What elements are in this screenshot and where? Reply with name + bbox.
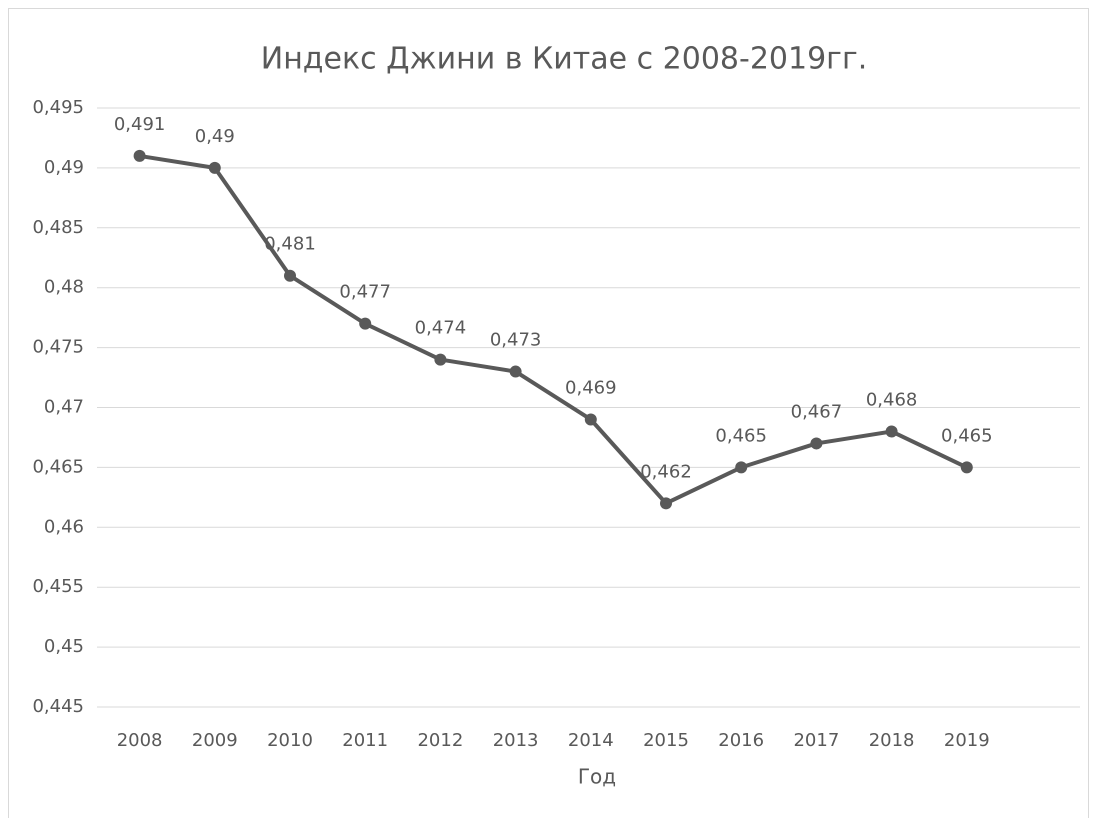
data-label: 0,491	[114, 114, 166, 135]
data-label: 0,477	[339, 282, 391, 303]
data-point	[359, 317, 372, 330]
data-point	[584, 413, 597, 426]
y-tick-label: 0,48	[44, 277, 84, 298]
y-tick-label: 0,49	[44, 157, 84, 178]
x-tick-label: 2013	[493, 730, 539, 751]
x-tick-label: 2010	[267, 730, 313, 751]
x-tick-label: 2018	[869, 730, 915, 751]
x-tick-label: 2017	[793, 730, 839, 751]
x-tick-label: 2009	[192, 730, 238, 751]
x-tick-label: 2016	[718, 730, 764, 751]
data-label: 0,467	[791, 401, 843, 422]
y-tick-label: 0,495	[32, 97, 84, 118]
x-tick-label: 2015	[643, 730, 689, 751]
data-label: 0,49	[195, 126, 235, 147]
y-tick-label: 0,455	[32, 576, 84, 597]
x-tick-label: 2012	[417, 730, 463, 751]
x-tick-label: 2008	[117, 730, 163, 751]
data-point	[284, 269, 296, 282]
data-point	[660, 497, 672, 510]
y-tick-label: 0,485	[32, 217, 84, 238]
x-tick-label: 2011	[342, 730, 388, 751]
y-tick-label: 0,45	[44, 636, 84, 657]
data-point	[960, 461, 973, 474]
data-point	[434, 353, 447, 366]
data-label: 0,465	[715, 425, 767, 446]
data-point	[133, 149, 146, 162]
data-point	[208, 161, 221, 174]
data-point	[810, 437, 823, 450]
data-label: 0,465	[941, 425, 993, 446]
y-tick-label: 0,47	[44, 397, 84, 418]
data-label: 0,474	[415, 318, 467, 339]
chart-title: Индекс Джини в Китае с 2008-2019гг.	[261, 42, 868, 77]
x-axis-title: Год	[578, 765, 616, 789]
chart-frame	[8, 8, 1089, 818]
data-label: 0,462	[640, 461, 692, 482]
y-tick-label: 0,445	[32, 696, 84, 717]
data-point	[509, 365, 522, 378]
x-tick-label: 2014	[568, 730, 614, 751]
x-tick-label: 2019	[944, 730, 990, 751]
data-label: 0,473	[490, 330, 542, 351]
y-tick-label: 0,46	[44, 516, 84, 537]
data-label: 0,469	[565, 377, 617, 398]
data-point	[885, 425, 898, 438]
data-label: 0,481	[264, 234, 316, 255]
data-label: 0,468	[866, 389, 918, 410]
series-line	[139, 153, 968, 506]
y-tick-label: 0,465	[32, 456, 84, 477]
y-tick-label: 0,475	[32, 337, 84, 358]
data-point	[735, 461, 748, 474]
